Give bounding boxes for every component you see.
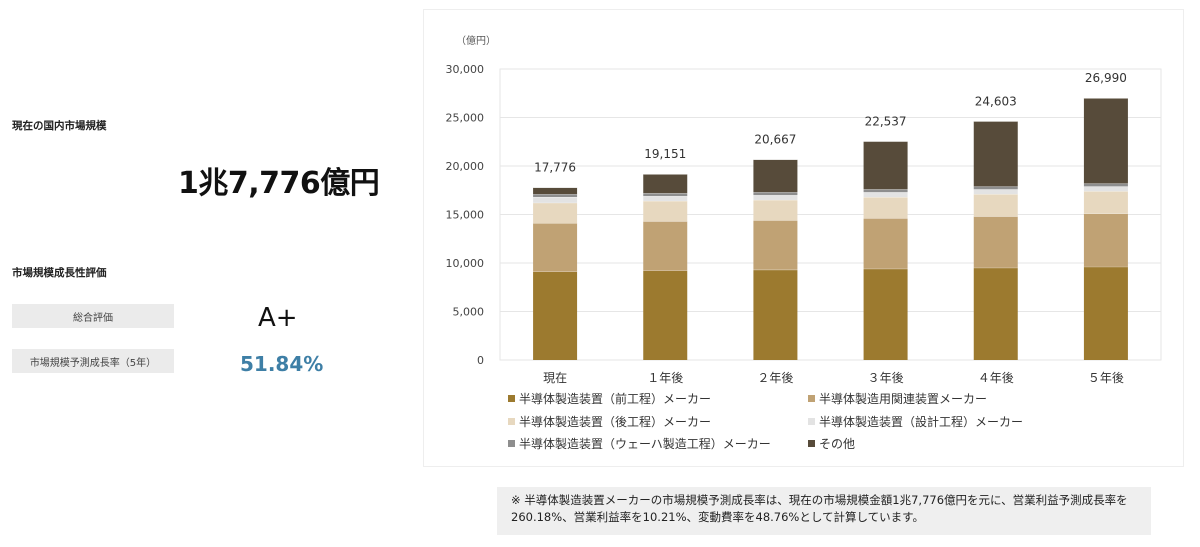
y-unit-label: （億円） xyxy=(456,34,496,47)
bar-segment xyxy=(643,200,688,222)
y-tick-label: 0 xyxy=(477,354,484,367)
growth-evaluation-heading: 市場規模成長性評価 xyxy=(12,267,107,279)
bar-segment xyxy=(863,218,908,269)
bar-segment xyxy=(1083,183,1128,187)
bar-segment xyxy=(533,187,578,195)
total-label: 17,776 xyxy=(534,161,576,175)
bar-segment xyxy=(643,196,688,201)
bar-segment xyxy=(533,271,578,360)
total-label: 20,667 xyxy=(754,133,796,147)
legend-swatch xyxy=(808,395,815,402)
bar-segment xyxy=(643,221,688,271)
x-tick-label: １年後 xyxy=(647,371,683,385)
bar-segment xyxy=(1083,98,1128,184)
bar-segment xyxy=(753,195,798,200)
x-tick-label: ４年後 xyxy=(978,371,1014,385)
bar-segment xyxy=(753,199,798,221)
market-size-heading: 現在の国内市場規模 xyxy=(12,120,107,132)
bar-segment xyxy=(533,197,578,203)
bar-segment xyxy=(643,193,688,197)
legend-label: 半導体製造用関連装置メーカー xyxy=(819,392,987,406)
bar-segment xyxy=(753,269,798,360)
legend-label: 半導体製造装置（後工程）メーカー xyxy=(519,414,711,429)
y-tick-label: 5,000 xyxy=(453,306,485,319)
x-tick-label: ２年後 xyxy=(757,371,793,385)
total-label: 24,603 xyxy=(975,94,1017,108)
bar-segment xyxy=(533,202,578,224)
bar-segment xyxy=(973,121,1018,187)
chart-panel: （億円） 0 5,000 10,000 15,000 20,000 25,000 30,000… xyxy=(423,9,1184,467)
legend-swatch xyxy=(508,418,515,425)
bar-segment xyxy=(1083,213,1128,267)
footnote: ※ 半導体製造装置メーカーの市場規模予測成長率は、現在の市場規模金額1兆7,77… xyxy=(497,487,1151,535)
stacked-bar-chart: （億円） 0 5,000 10,000 15,000 20,000 25,000 30,000… xyxy=(446,34,1162,451)
legend-swatch xyxy=(508,440,515,447)
legend-swatch xyxy=(808,418,815,425)
y-tick-label: 25,000 xyxy=(446,112,485,125)
bar-segment xyxy=(533,194,578,198)
bar-segment xyxy=(863,268,908,360)
bar-segment xyxy=(863,189,908,193)
bar-segment xyxy=(1083,266,1128,360)
bar-segment xyxy=(753,159,798,193)
growth-rate-label: 市場規模予測成長率（5年） xyxy=(12,349,174,373)
bar-segment xyxy=(973,267,1018,360)
overall-grade: A+ xyxy=(258,303,298,333)
y-tick-label: 20,000 xyxy=(446,160,485,173)
bar-segment xyxy=(533,223,578,272)
bar-segment xyxy=(753,192,798,196)
x-tick-label: ５年後 xyxy=(1088,371,1124,385)
market-size-value: 1兆7,776億円 xyxy=(178,166,380,201)
total-label: 19,151 xyxy=(644,147,686,161)
bar-segment xyxy=(643,174,688,194)
y-tick-label: 10,000 xyxy=(446,257,485,270)
bar-segment xyxy=(863,197,908,219)
bar-segment xyxy=(973,186,1018,190)
total-label: 26,990 xyxy=(1085,71,1127,85)
bar-segment xyxy=(753,220,798,270)
bar-segment xyxy=(863,192,908,198)
legend-label: 半導体製造装置（設計工程）メーカー xyxy=(819,414,1023,429)
bar-segment xyxy=(863,141,908,190)
bar-segment xyxy=(1083,186,1128,192)
x-tick-label: 現在 xyxy=(543,371,567,385)
legend-label: その他 xyxy=(819,437,855,451)
legend-label: 半導体製造装置（ウェーハ製造工程）メーカー xyxy=(519,436,771,451)
x-tick-label: ３年後 xyxy=(868,371,904,385)
legend-label: 半導体製造装置（前工程）メーカー xyxy=(519,391,711,406)
overall-evaluation-label: 総合評価 xyxy=(12,304,174,328)
growth-rate-value: 51.84% xyxy=(240,352,324,376)
y-tick-label: 15,000 xyxy=(446,209,485,222)
y-tick-label: 30,000 xyxy=(446,63,485,76)
legend-swatch xyxy=(808,440,815,447)
bar-segment xyxy=(973,194,1018,217)
bar-segment xyxy=(643,270,688,360)
bar-segment xyxy=(973,216,1018,268)
legend-swatch xyxy=(508,395,515,402)
bar-segment xyxy=(973,189,1018,195)
bar-segment xyxy=(1083,191,1128,214)
total-label: 22,537 xyxy=(865,114,907,128)
